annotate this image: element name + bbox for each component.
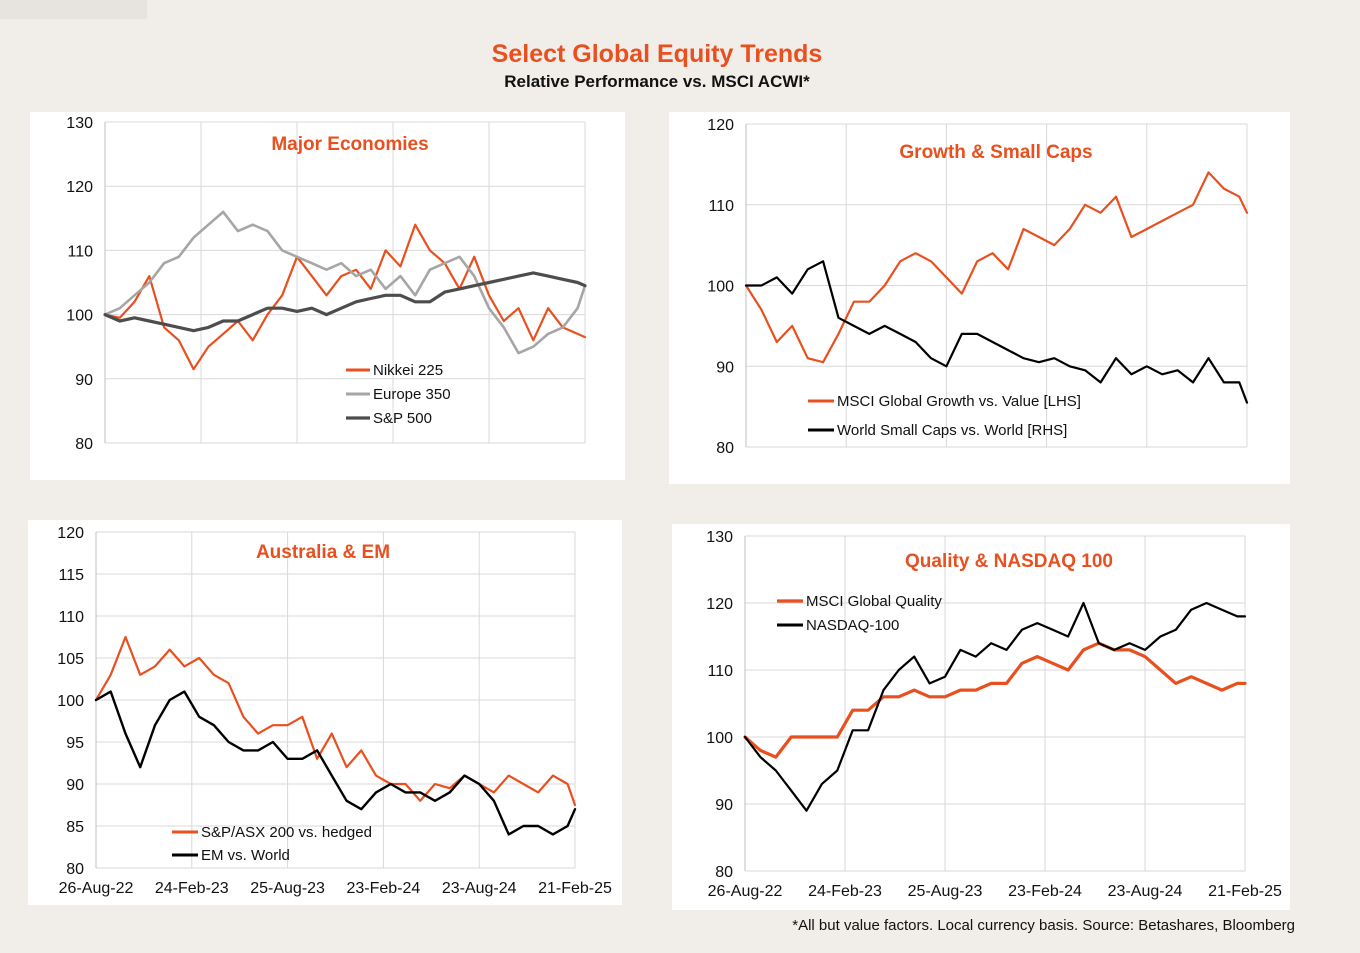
x-tick-label: 24-Feb-23 [808, 883, 882, 900]
chart-svg: 120 110 100 90 80 Growth & Small Caps MSCI Glo… [707, 117, 1249, 457]
chart-title: Major Economies [271, 134, 428, 155]
y-tick-label: 100 [707, 279, 734, 296]
chart-panel-major-economies: 130 120 110 100 90 80 Major Economies Nikkei 22… [30, 112, 625, 480]
y-tick-label: 110 [58, 609, 84, 626]
chart-svg: 130 120 110 100 90 80 26-Aug-22 24-Feb-23 25-Aug… [706, 529, 1282, 900]
series-line-europe-350 [103, 210, 587, 355]
legend-label: World Small Caps vs. World [RHS] [837, 422, 1067, 439]
chart-title: Quality & NASDAQ 100 [905, 551, 1113, 572]
chart-title: Australia & EM [256, 542, 390, 563]
source-footnote: *All but value factors. Local currency b… [792, 917, 1295, 934]
chart-title: Growth & Small Caps [899, 142, 1092, 163]
legend-label: S&P 500 [373, 410, 432, 427]
legend-label: EM vs. World [201, 847, 290, 864]
y-tick-label: 90 [66, 777, 84, 794]
y-tick-label: 90 [716, 359, 734, 376]
legend-label: NASDAQ-100 [806, 617, 899, 634]
y-tick-label: 130 [706, 529, 733, 546]
y-tick-label: 80 [75, 436, 93, 453]
chart-panel-quality-nasdaq: 130 120 110 100 90 80 26-Aug-22 24-Feb-23 25-Aug… [672, 524, 1290, 910]
legend-label: S&P/ASX 200 vs. hedged [201, 824, 372, 841]
x-tick-label: 26-Aug-22 [59, 880, 134, 897]
chart-svg: 120 115 110 105 100 95 90 85 80 26-Aug-22 24-Feb-2… [57, 525, 612, 897]
y-tick-label: 110 [67, 243, 93, 260]
legend-label: Europe 350 [373, 386, 451, 403]
y-tick-label: 80 [715, 864, 733, 881]
y-tick-label: 120 [66, 179, 93, 196]
top-strip [0, 0, 147, 19]
legend-label: MSCI Global Growth vs. Value [LHS] [837, 393, 1081, 410]
x-tick-label: 26-Aug-22 [708, 883, 783, 900]
series-line-nikkei-225 [103, 223, 587, 371]
x-tick-label: 21-Feb-25 [538, 880, 612, 897]
chart-legend: MSCI Global Quality NASDAQ-100 [777, 593, 942, 634]
series-line-s-p-500 [103, 271, 587, 333]
chart-legend: Nikkei 225 Europe 350 S&P 500 [346, 362, 451, 427]
y-tick-label: 120 [57, 525, 84, 542]
page-title: Select Global Equity Trends [491, 40, 823, 68]
series-line-nasdaq-100 [743, 601, 1247, 812]
x-tick-label: 23-Feb-24 [1008, 883, 1082, 900]
series-line-msci-global-quality [743, 641, 1247, 759]
series-line-s-p-asx-200-vs-hedged [94, 635, 577, 807]
chart-panel-australia-em: 120 115 110 105 100 95 90 85 80 26-Aug-22 24-Feb-2… [28, 520, 622, 905]
y-tick-label: 120 [707, 117, 734, 134]
x-tick-label: 21-Feb-25 [1208, 883, 1282, 900]
chart-svg: 130 120 110 100 90 80 Major Economies Nikkei 22… [66, 115, 587, 453]
y-tick-label: 110 [708, 198, 734, 215]
y-tick-label: 80 [66, 861, 84, 878]
chart-legend: MSCI Global Growth vs. Value [LHS] World … [808, 393, 1081, 439]
x-tick-label: 24-Feb-23 [155, 880, 229, 897]
gridlines [744, 535, 1246, 872]
chart-legend: S&P/ASX 200 vs. hedged EM vs. World [172, 824, 372, 864]
gridlines [104, 121, 586, 444]
y-tick-label: 90 [75, 372, 93, 389]
x-tick-label: 23-Aug-24 [1108, 883, 1183, 900]
y-tick-label: 120 [706, 596, 733, 613]
y-tick-label: 85 [66, 819, 84, 836]
y-tick-label: 100 [66, 308, 93, 325]
y-tick-label: 80 [716, 440, 734, 457]
y-tick-label: 105 [57, 651, 84, 668]
legend-label: MSCI Global Quality [806, 593, 942, 610]
x-tick-label: 23-Feb-24 [346, 880, 420, 897]
chart-panel-growth-small-caps: 120 110 100 90 80 Growth & Small Caps MSCI Glo… [669, 112, 1290, 484]
series-line-world-small-caps-vs-world-rhs [744, 260, 1249, 404]
page-subtitle: Relative Performance vs. MSCI ACWI* [504, 72, 810, 91]
y-tick-label: 100 [706, 730, 733, 747]
y-tick-label: 90 [715, 797, 733, 814]
series-line-msci-global-growth-vs-value-lhs [744, 171, 1249, 364]
gridlines [95, 531, 576, 869]
x-tick-label: 25-Aug-23 [250, 880, 325, 897]
y-tick-label: 95 [66, 735, 84, 752]
y-tick-label: 130 [66, 115, 93, 132]
x-tick-label: 23-Aug-24 [442, 880, 517, 897]
x-tick-label: 25-Aug-23 [908, 883, 983, 900]
y-tick-label: 115 [58, 567, 84, 584]
y-tick-label: 110 [707, 663, 733, 680]
legend-label: Nikkei 225 [373, 362, 443, 379]
y-tick-label: 100 [57, 693, 84, 710]
series-line-em-vs-world [94, 690, 577, 836]
